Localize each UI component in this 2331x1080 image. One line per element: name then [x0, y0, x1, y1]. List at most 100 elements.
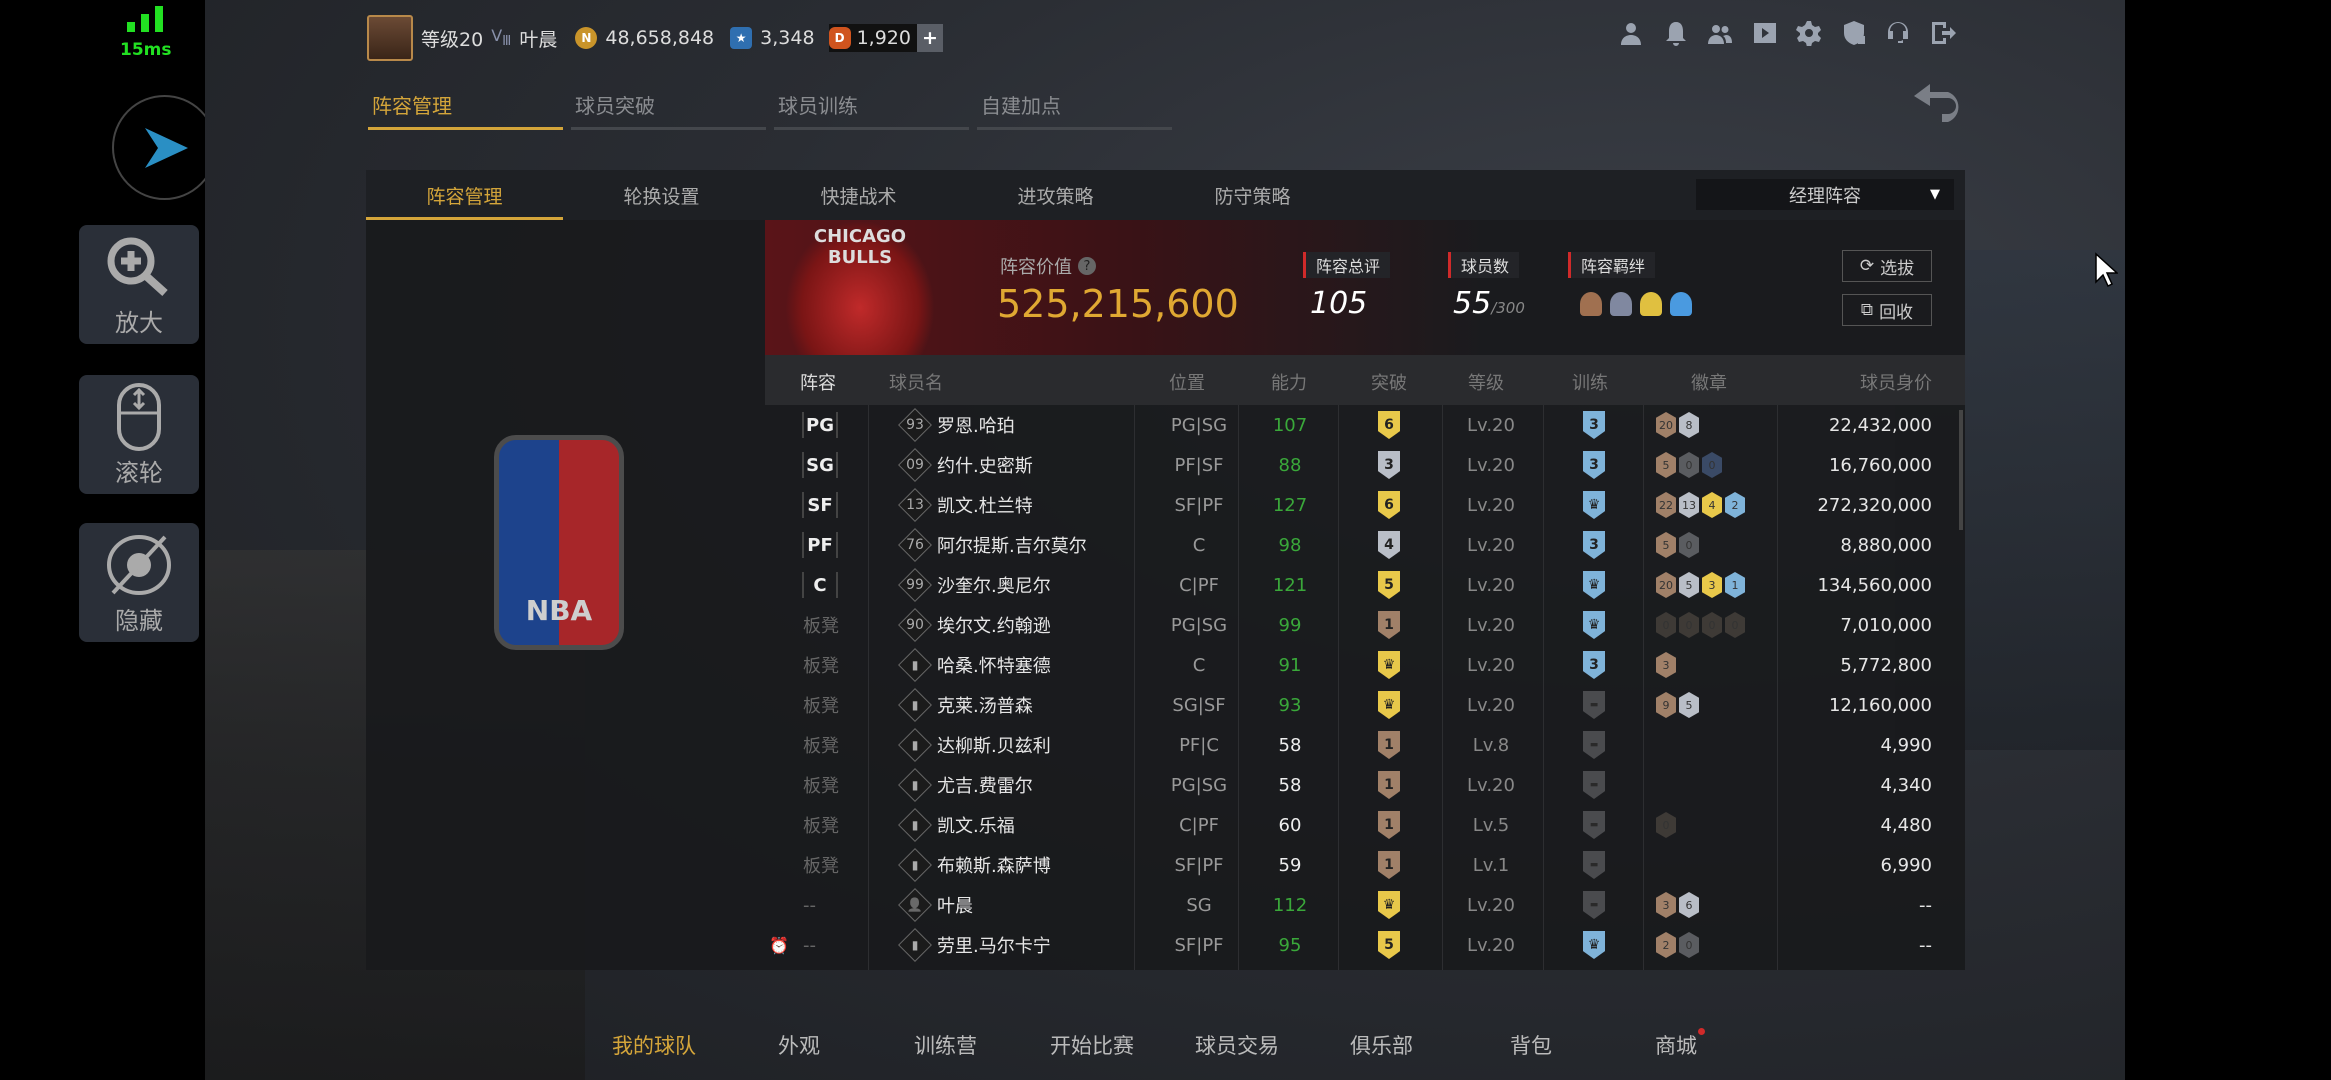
- main-tab-label: 球员突破: [575, 94, 655, 118]
- player-level: Lv.20: [1467, 894, 1515, 916]
- table-row[interactable]: SF 13 凯文.杜兰特 SF|PF 127 6 Lv.20 ♛ 22 13 4 2 272,320,0…: [765, 485, 1965, 525]
- hide-button[interactable]: 隐藏: [79, 523, 199, 642]
- sub-tab-0[interactable]: 阵容管理: [366, 170, 563, 220]
- table-row[interactable]: 板凳 ▮ 达柳斯.贝兹利 PF|C 58 1 Lv.8 ▬ 4,990: [765, 725, 1965, 765]
- signal-icon: [125, 4, 170, 34]
- nav-item-4[interactable]: 球员交易: [1195, 1030, 1279, 1060]
- main-tab-0[interactable]: 阵容管理: [368, 90, 563, 130]
- nav-item-1[interactable]: 外观: [778, 1030, 820, 1060]
- col-slot[interactable]: 阵容: [800, 373, 836, 394]
- main-tab-1[interactable]: 球员突破: [571, 90, 766, 130]
- player-name[interactable]: 克莱.汤普森: [937, 696, 1033, 717]
- badge-list[interactable]: 22 13 4 2: [1656, 485, 1748, 525]
- table-row[interactable]: 板凳 ▮ 尤吉.费雷尔 PG|SG 58 1 Lv.20 ▬ 4,340: [765, 765, 1965, 805]
- avatar[interactable]: [367, 15, 413, 61]
- player-name[interactable]: 沙奎尔.奥尼尔: [937, 576, 1051, 597]
- player-name[interactable]: 尤吉.费雷尔: [937, 776, 1033, 797]
- chemistry-icons[interactable]: [1580, 292, 1692, 316]
- table-row[interactable]: 板凳 ▮ 哈桑.怀特塞德 C 91 ♛ Lv.20 3 3 5,772,800: [765, 645, 1965, 685]
- video-icon[interactable]: [1752, 20, 1778, 46]
- bell-icon[interactable]: [1663, 20, 1689, 46]
- sub-tab-1[interactable]: 轮换设置: [563, 170, 760, 220]
- col-name[interactable]: 球员名: [889, 373, 943, 394]
- nav-item-6[interactable]: 背包: [1510, 1030, 1552, 1060]
- col-train[interactable]: 训练: [1572, 373, 1608, 394]
- main-tab-2[interactable]: 球员训练: [774, 90, 969, 130]
- col-level[interactable]: 等级: [1468, 373, 1504, 394]
- sub-tab-3[interactable]: 进攻策略: [957, 170, 1154, 220]
- logout-icon[interactable]: [1930, 20, 1956, 46]
- badge-hex: 13: [1679, 492, 1699, 518]
- sub-tab-2[interactable]: 快捷战术: [760, 170, 957, 220]
- col-ovr[interactable]: 能力: [1271, 373, 1307, 394]
- badge-list[interactable]: 20 8: [1656, 405, 1702, 445]
- col-break[interactable]: 突破: [1371, 373, 1407, 394]
- table-row[interactable]: 板凳 ▮ 布赖斯.森萨博 SF|PF 59 1 Lv.1 ▬ 6,990: [765, 845, 1965, 885]
- breakthrough-badge: ♛: [1378, 691, 1400, 719]
- col-badges[interactable]: 徽章: [1691, 373, 1727, 394]
- player-name[interactable]: 叶晨: [937, 896, 973, 917]
- lineup-dropdown[interactable]: 经理阵容 ▼: [1696, 179, 1954, 210]
- chem-bronze-icon: [1580, 292, 1602, 316]
- player-name[interactable]: 劳里.马尔卡宁: [937, 936, 1051, 957]
- nav-item-5[interactable]: 俱乐部: [1350, 1030, 1413, 1060]
- col-pos[interactable]: 位置: [1169, 373, 1205, 394]
- table-row[interactable]: C 99 沙奎尔.奥尼尔 C|PF 121 5 Lv.20 ♛ 20 5 3 1 134,560,000: [765, 565, 1965, 605]
- table-row[interactable]: 板凳 90 埃尔文.约翰逊 PG|SG 99 1 Lv.20 ♛ 0 0 0 0 7,010,000: [765, 605, 1965, 645]
- player-level: Lv.5: [1472, 814, 1510, 836]
- back-button[interactable]: [1912, 82, 1968, 122]
- shield-lock-icon[interactable]: [1841, 20, 1867, 46]
- friends-icon[interactable]: [1707, 20, 1733, 46]
- main-tab-3[interactable]: 自建加点: [977, 90, 1172, 130]
- zoom-in-button[interactable]: 放大: [79, 225, 199, 344]
- scroll-wheel-button[interactable]: 滚轮: [79, 375, 199, 494]
- breakthrough-shield: 6: [1378, 491, 1400, 519]
- sub-tab-4[interactable]: 防守策略: [1154, 170, 1351, 220]
- table-row[interactable]: SG 09 约什.史密斯 PF|SF 88 3 Lv.20 3 5 0 0 16,760,000: [765, 445, 1965, 485]
- player-name[interactable]: 哈桑.怀特塞德: [937, 656, 1051, 677]
- person-icon[interactable]: [1618, 20, 1644, 46]
- player-name[interactable]: 罗恩.哈珀: [937, 416, 1015, 437]
- player-value: 7,010,000: [1840, 614, 1932, 636]
- breakthrough-shield: 3: [1378, 451, 1400, 479]
- player-name[interactable]: 阿尔提斯.吉尔莫尔: [937, 536, 1087, 557]
- recycle-button[interactable]: ⧉ 回收: [1842, 294, 1932, 326]
- headset-icon[interactable]: [1885, 20, 1911, 46]
- player-name[interactable]: 达柳斯.贝兹利: [937, 736, 1051, 757]
- badge-list[interactable]: 3: [1656, 645, 1679, 685]
- player-value: 12,160,000: [1828, 694, 1932, 716]
- table-row[interactable]: PF 76 阿尔提斯.吉尔莫尔 C 98 4 Lv.20 3 5 0 8,880,000: [765, 525, 1965, 565]
- player-name[interactable]: 凯文.杜兰特: [937, 496, 1033, 517]
- table-row[interactable]: -- 👤 叶晨 SG 112 ♛ Lv.20 ▬ 3 6 --: [765, 885, 1965, 925]
- nav-item-3[interactable]: 开始比赛: [1050, 1030, 1134, 1060]
- player-ovr: 99: [1278, 614, 1302, 636]
- table-row[interactable]: ⏰ -- ▮ 劳里.马尔卡宁 SF|PF 95 5 Lv.20 ♛ 2 0 --: [765, 925, 1965, 965]
- table-row[interactable]: PG 93 罗恩.哈珀 PG|SG 107 6 Lv.20 3 20 8 22,432,000: [765, 405, 1965, 445]
- table-row[interactable]: 板凳 ▮ 克莱.汤普森 SG|SF 93 ♛ Lv.20 ▬ 9 5 12,160,000: [765, 685, 1965, 725]
- scrollbar[interactable]: [1959, 410, 1963, 530]
- col-value[interactable]: 球员身价: [1860, 373, 1932, 394]
- help-icon[interactable]: ?: [1078, 257, 1096, 275]
- nav-item-0[interactable]: 我的球队: [612, 1030, 696, 1060]
- expand-arrow-button[interactable]: [112, 95, 217, 200]
- badge-list[interactable]: 20 5 3 1: [1656, 565, 1748, 605]
- table-row[interactable]: 板凳 ▮ 凯文.乐福 C|PF 60 1 Lv.5 ▬ 0 4,480: [765, 805, 1965, 845]
- nav-item-7[interactable]: 商城: [1655, 1028, 1705, 1060]
- player-name[interactable]: 埃尔文.约翰逊: [937, 616, 1051, 637]
- select-button[interactable]: ⟳ 选拔: [1842, 250, 1932, 282]
- player-name[interactable]: 约什.史密斯: [937, 456, 1033, 477]
- main-tab-label: 自建加点: [981, 94, 1061, 118]
- badge-list[interactable]: 0: [1656, 805, 1679, 845]
- player-name[interactable]: 布赖斯.森萨博: [937, 856, 1051, 877]
- nav-item-2[interactable]: 训练营: [914, 1030, 977, 1060]
- player-name[interactable]: 凯文.乐福: [937, 816, 1015, 837]
- add-currency-button[interactable]: +: [916, 24, 943, 52]
- star-icon: ★: [730, 27, 753, 49]
- gear-icon[interactable]: [1796, 20, 1822, 47]
